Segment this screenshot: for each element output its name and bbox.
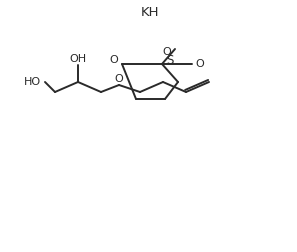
Text: OH: OH (69, 54, 86, 64)
Text: O: O (110, 55, 119, 65)
Text: O: O (196, 59, 204, 69)
Text: HO: HO (23, 77, 41, 87)
Text: S: S (166, 53, 174, 67)
Text: O: O (115, 74, 123, 84)
Text: O: O (163, 47, 171, 57)
Text: KH: KH (141, 6, 159, 18)
